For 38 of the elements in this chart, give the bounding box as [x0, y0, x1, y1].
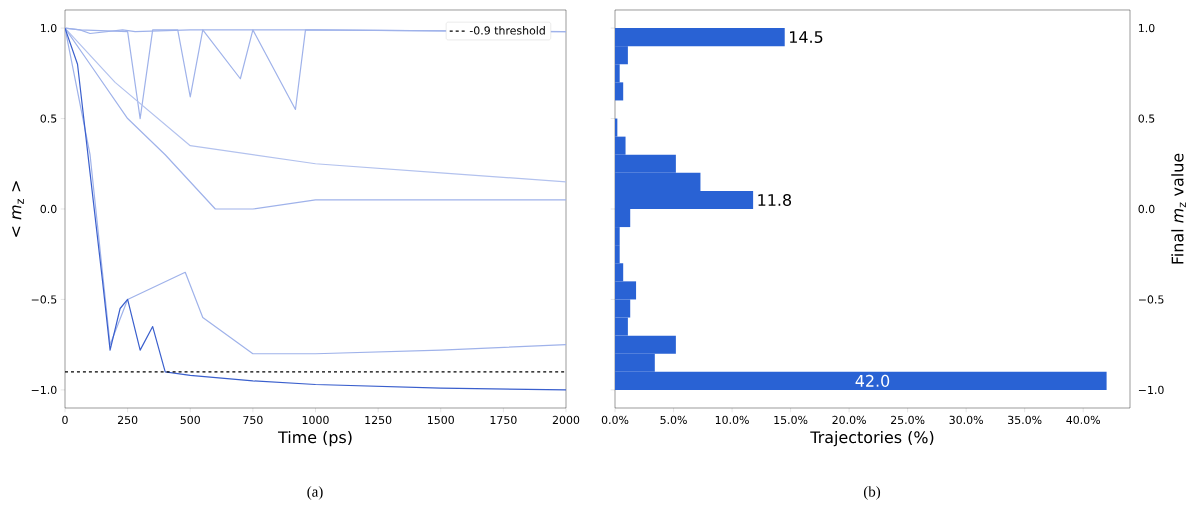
x-axis-title: Time (ps) — [277, 430, 352, 447]
y-tick-label: −0.5 — [1138, 295, 1164, 304]
x-tick-label: 15.0% — [774, 415, 808, 425]
x-tick-label: 0 — [62, 415, 68, 425]
data-label: 11.8 — [758, 193, 792, 206]
x-tick-label: 2000 — [552, 415, 580, 425]
x-tick-label: 750 — [243, 415, 263, 425]
x-tick-label: 250 — [117, 415, 138, 425]
text: (b) — [863, 486, 881, 500]
y-tick-label: 1.0 — [1138, 23, 1155, 33]
x-tick-label: 10.0% — [715, 415, 749, 425]
y-tick-label: 0.5 — [40, 114, 57, 123]
x-tick-label: 1250 — [365, 415, 392, 425]
y-tick-label: 1.0 — [41, 23, 57, 33]
data-label: 14.5 — [789, 31, 823, 44]
x-tick-label: 500 — [180, 415, 200, 425]
x-tick-label: 5.0% — [660, 415, 687, 425]
y-tick-label: −0.5 — [31, 295, 57, 304]
x-tick-label: 1500 — [428, 415, 454, 425]
x-tick-label: 35.0% — [1008, 415, 1042, 425]
x-tick-label: 30.0% — [949, 415, 983, 425]
x-tick-label: 25.0% — [891, 415, 925, 425]
y-tick-label: −1.0 — [1138, 385, 1164, 395]
y-tick-label: 0.0 — [1138, 204, 1155, 214]
y-axis-title: < m$_{z}$ > — [11, 181, 24, 237]
y-tick-label: 0.5 — [1138, 114, 1155, 123]
text: (a) — [307, 486, 323, 500]
x-tick-label: 20.0% — [832, 415, 866, 425]
y-tick-label: 0.0 — [40, 204, 57, 214]
y-axis-title: Final m$_{z}$ value — [1171, 153, 1186, 264]
data-label: 42.0 — [855, 374, 890, 387]
legend-label: -0.9 threshold — [469, 26, 545, 35]
x-tick-label: 1000 — [302, 415, 329, 425]
y-tick-label: −1.0 — [31, 385, 57, 395]
x-tick-label: 1750 — [490, 415, 517, 425]
x-tick-label: 40.0% — [1066, 415, 1100, 425]
x-tick-label: 0.0% — [601, 415, 629, 425]
x-axis-title: Trajectories (%) — [810, 430, 934, 447]
